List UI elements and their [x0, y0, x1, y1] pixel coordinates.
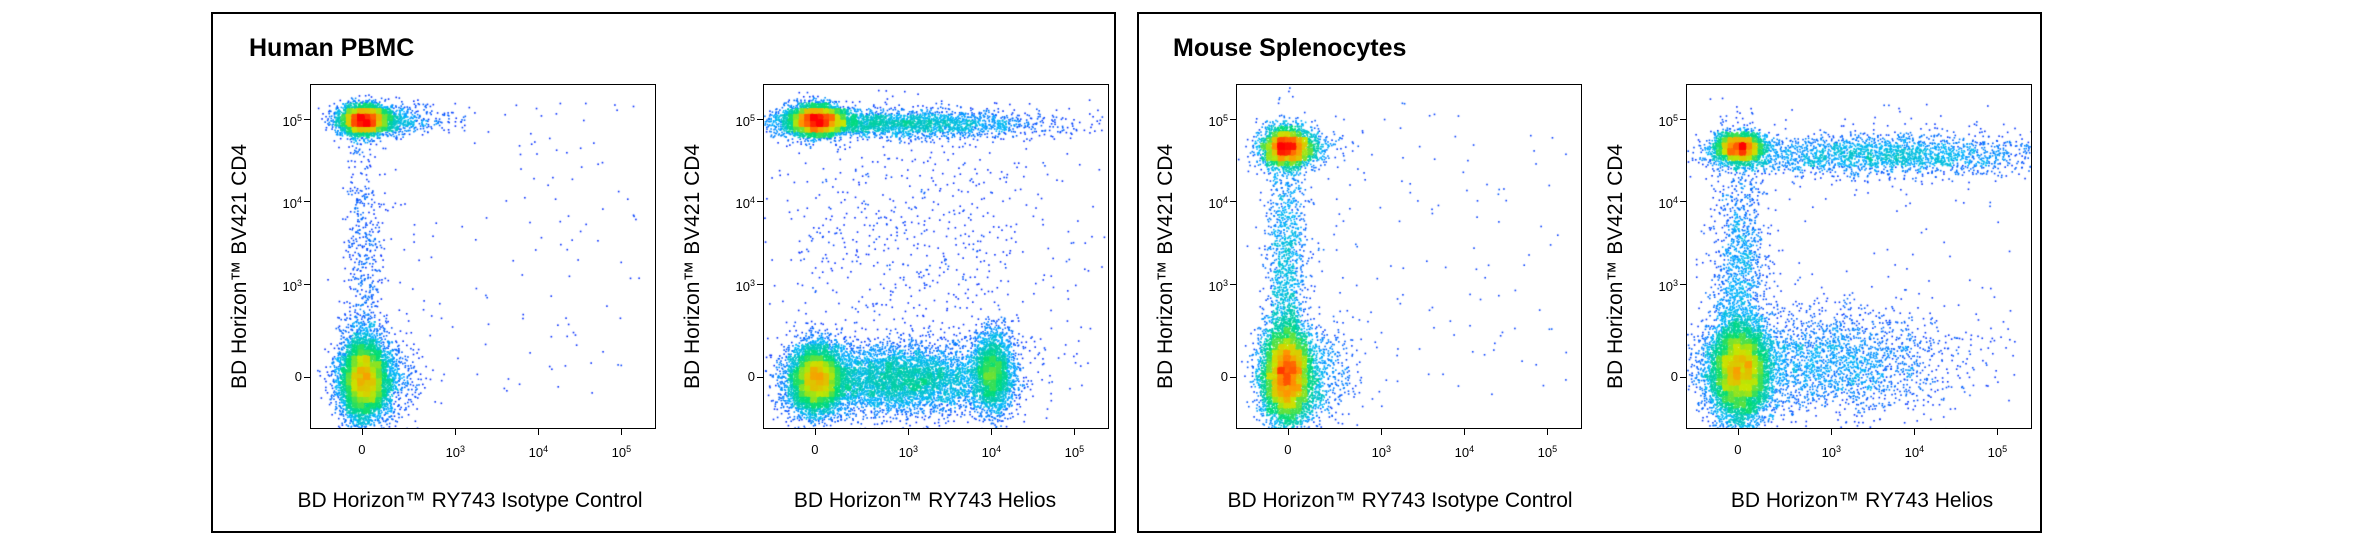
x-tick-mark: [538, 429, 540, 435]
y-tick-label: 104: [735, 195, 755, 212]
y-tick-label: 105: [1658, 112, 1678, 129]
y-axis-label: BD Horizon™ BV421 CD4: [1604, 143, 1627, 389]
y-tick-label: 0: [294, 369, 302, 385]
y-axis-label: BD Horizon™ BV421 CD4: [681, 143, 704, 389]
x-axis-label: BD Horizon™ RY743 Isotype Control: [1227, 489, 1573, 512]
y-tick-label: 105: [735, 112, 755, 129]
scatter-points: [764, 85, 1108, 428]
density-plot: [1236, 84, 1582, 429]
y-tick-mark: [304, 118, 310, 120]
x-tick-label: 0: [1284, 442, 1292, 457]
x-tick-label: 103: [1821, 444, 1842, 460]
y-tick-label: 0: [1220, 369, 1228, 385]
x-axis-label: BD Horizon™ RY743 Helios: [793, 489, 1057, 512]
y-tick-mark: [1680, 377, 1686, 379]
y-tick-mark: [757, 201, 763, 203]
density-plot: [310, 84, 656, 429]
x-tick-label: 0: [358, 442, 366, 457]
x-tick-mark: [361, 429, 363, 435]
x-axis-label: BD Horizon™ RY743 Helios: [1730, 489, 1994, 512]
x-tick-mark: [1831, 429, 1833, 435]
x-tick-mark: [621, 429, 623, 435]
x-tick-label: 105: [1537, 444, 1558, 460]
y-tick-label: 103: [735, 278, 755, 295]
x-tick-mark: [1464, 429, 1466, 435]
x-tick-mark: [1737, 429, 1739, 435]
scatter-points: [1687, 85, 2031, 428]
x-tick-label: 105: [611, 444, 632, 460]
x-tick-mark: [1914, 429, 1916, 435]
y-tick-label: 104: [282, 195, 302, 212]
y-tick-mark: [1230, 118, 1236, 120]
x-tick-label: 104: [981, 444, 1002, 460]
y-tick-label: 104: [1208, 195, 1228, 212]
y-tick-label: 103: [282, 278, 302, 295]
panel-title: Human PBMC: [249, 34, 415, 62]
y-tick-mark: [1230, 284, 1236, 286]
x-tick-mark: [1287, 429, 1289, 435]
y-axis-label: BD Horizon™ BV421 CD4: [228, 143, 251, 389]
y-tick-label: 103: [1658, 278, 1678, 295]
y-tick-mark: [757, 284, 763, 286]
x-tick-mark: [814, 429, 816, 435]
y-tick-label: 105: [282, 112, 302, 129]
x-tick-mark: [908, 429, 910, 435]
x-tick-mark: [1997, 429, 1999, 435]
x-tick-label: 104: [1454, 444, 1475, 460]
y-tick-label: 105: [1208, 112, 1228, 129]
y-tick-mark: [1230, 201, 1236, 203]
y-tick-mark: [1230, 377, 1236, 379]
scatter-points: [1237, 85, 1581, 428]
x-tick-mark: [991, 429, 993, 435]
x-tick-mark: [1074, 429, 1076, 435]
x-tick-label: 0: [811, 442, 819, 457]
panel-title: Mouse Splenocytes: [1173, 34, 1407, 62]
y-tick-mark: [1680, 284, 1686, 286]
x-tick-label: 0: [1734, 442, 1742, 457]
scatter-points: [311, 85, 655, 428]
x-axis-label: BD Horizon™ RY743 Isotype Control: [297, 489, 643, 512]
x-tick-label: 103: [445, 444, 466, 460]
y-tick-mark: [304, 377, 310, 379]
y-tick-label: 103: [1208, 278, 1228, 295]
x-tick-label: 104: [1904, 444, 1925, 460]
x-tick-label: 103: [898, 444, 919, 460]
x-tick-label: 105: [1064, 444, 1085, 460]
y-tick-label: 104: [1658, 195, 1678, 212]
y-tick-mark: [1680, 201, 1686, 203]
y-axis-label: BD Horizon™ BV421 CD4: [1154, 143, 1177, 389]
y-tick-label: 0: [1670, 369, 1678, 385]
y-tick-mark: [1680, 118, 1686, 120]
density-plot: [763, 84, 1109, 429]
y-tick-mark: [757, 118, 763, 120]
density-plot: [1686, 84, 2032, 429]
x-tick-mark: [455, 429, 457, 435]
y-tick-mark: [757, 377, 763, 379]
y-tick-mark: [304, 284, 310, 286]
y-tick-label: 0: [747, 369, 755, 385]
x-tick-label: 104: [528, 444, 549, 460]
x-tick-label: 105: [1987, 444, 2008, 460]
x-tick-mark: [1547, 429, 1549, 435]
x-tick-mark: [1381, 429, 1383, 435]
y-tick-mark: [304, 201, 310, 203]
x-tick-label: 103: [1371, 444, 1392, 460]
